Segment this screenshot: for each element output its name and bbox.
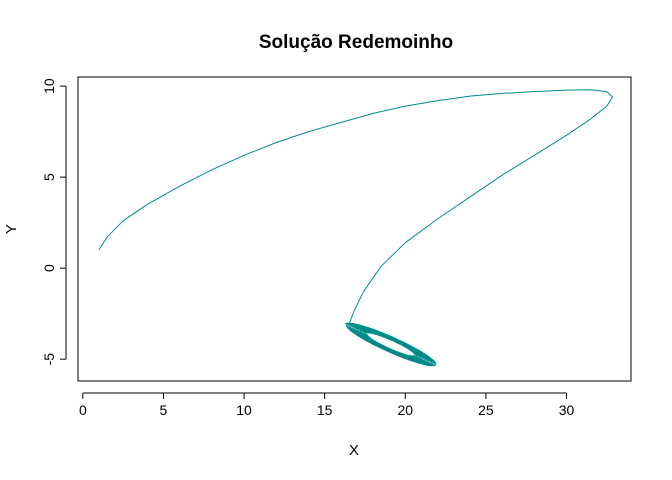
chart-title: Solução Redemoinho [259, 32, 453, 53]
limit-cycle-spiral [344, 322, 437, 367]
x-tick-label: 20 [397, 402, 413, 418]
y-tick-label: 10 [41, 78, 57, 94]
series-layer [98, 89, 613, 367]
x-axis: 0 5 10 15 20 25 30 [79, 392, 575, 418]
y-axis-label: Y [3, 224, 20, 234]
x-tick-label: 15 [317, 402, 333, 418]
x-axis-label: X [349, 442, 359, 459]
trajectory-line [98, 89, 613, 325]
y-tick-label: 0 [41, 264, 57, 272]
y-axis: -5 0 5 10 [41, 78, 67, 366]
y-tick-label: 5 [41, 173, 57, 181]
x-tick-label: 30 [559, 402, 575, 418]
x-tick-label: 5 [160, 402, 168, 418]
x-tick-label: 10 [236, 402, 252, 418]
x-tick-label: 0 [79, 402, 87, 418]
plot-frame [77, 76, 632, 382]
x-tick-label: 25 [478, 402, 494, 418]
y-tick-label: -5 [41, 353, 57, 366]
